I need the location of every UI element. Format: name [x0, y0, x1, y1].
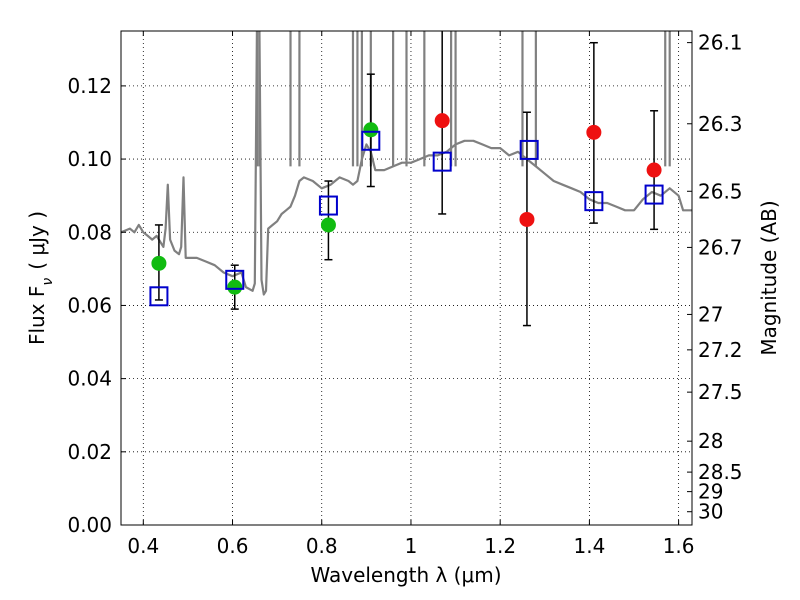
x-axis-title: Wavelength λ (μm) [310, 563, 501, 587]
model-spectrum-line [121, 31, 692, 296]
y-tick-label: 0.02 [67, 440, 112, 464]
model_photometry-square [149, 286, 169, 307]
model_photometry-square [225, 269, 245, 290]
mag-tick-label: 27.2 [698, 338, 743, 362]
mag-tick-label: 26.3 [698, 112, 743, 136]
mag-tick-label: 26.1 [698, 31, 743, 55]
x-tick-label: 0.6 [217, 534, 249, 558]
svg-text:Flux Fν( μJy ): Flux Fν ( μJy ) [25, 211, 56, 345]
x-tick-label: 1.2 [484, 534, 516, 558]
y-axis-title-text: Flux F [25, 286, 49, 345]
y-tick-label: 0.12 [67, 74, 112, 98]
model_photometry-square [361, 130, 381, 151]
observed_red-point [519, 211, 535, 227]
y-tick-label: 0.08 [67, 220, 112, 244]
mag-tick-label: 27.5 [698, 380, 743, 404]
observed_red-point [646, 162, 662, 178]
model_photometry-square [318, 195, 338, 216]
observed_green-point [227, 279, 243, 295]
x-tick-label: 1 [405, 534, 418, 558]
marker-layer [149, 31, 664, 327]
y-tick-label: 0.10 [67, 147, 112, 171]
observed_red-point [434, 113, 450, 129]
observed_green-point [151, 255, 167, 271]
mag-tick-label: 29 [698, 480, 723, 504]
x-tick-label: 0.8 [306, 534, 338, 558]
axes: 0.4 0.6 0.8 1 1.2 1.4 1.6 0.00 0.02 0.04 0.06 0.08 0… [67, 31, 742, 558]
observed_green-point [363, 122, 379, 138]
observed_green-point [320, 217, 336, 233]
x-tick-label: 1.4 [573, 534, 605, 558]
mag-tick-label: 28.5 [698, 460, 743, 484]
plot-frame [120, 30, 693, 526]
mag-tick-label: 26.5 [698, 179, 743, 203]
mag-tick-label: 28 [698, 429, 723, 453]
x-tick-label: 1.6 [663, 534, 695, 558]
right-axis-title: Magnitude (AB) [757, 200, 781, 355]
model_photometry-square [432, 151, 452, 172]
mag-tick-label: 26.7 [698, 235, 743, 259]
y-axis-title-unit: ( μJy ) [25, 211, 49, 270]
model_photometry-square [584, 191, 604, 212]
mag-tick-label: 30 [698, 500, 723, 524]
y-tick-label: 0.00 [67, 513, 112, 537]
y-tick-label: 0.04 [67, 367, 112, 391]
model_photometry-square [519, 139, 539, 160]
x-tick-label: 0.4 [127, 534, 159, 558]
mag-tick-label: 27 [698, 302, 723, 326]
model_photometry-square [644, 184, 664, 205]
y-axis-title-subscript: ν [40, 278, 56, 286]
y-tick-label: 0.06 [67, 293, 112, 317]
y-axis-title: Flux Fν ( μJy ) [25, 211, 56, 345]
observed_red-point [586, 124, 602, 140]
